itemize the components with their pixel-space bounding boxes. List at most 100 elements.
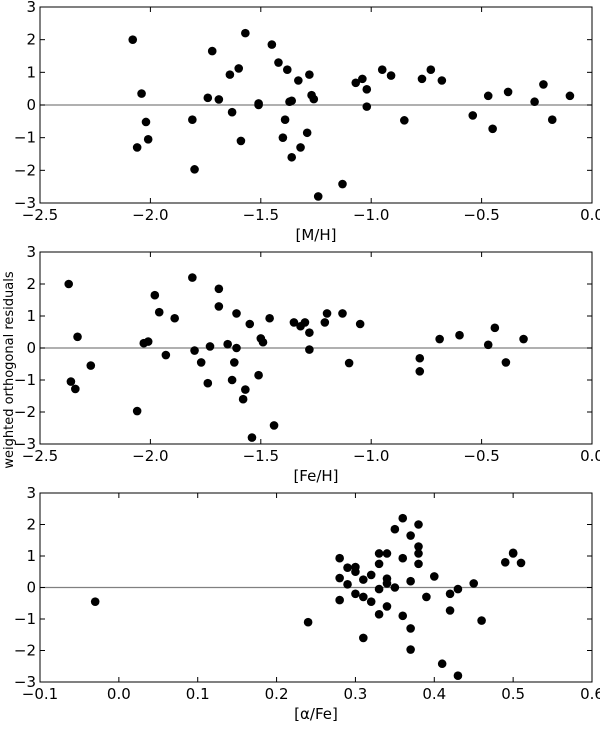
data-point [170, 313, 179, 323]
data-point [455, 330, 464, 340]
data-point [335, 553, 344, 563]
data-point [287, 152, 297, 162]
data-point [398, 611, 408, 621]
data-point [422, 592, 431, 602]
data-point [289, 318, 299, 327]
data-point [382, 549, 392, 558]
data-point [488, 124, 497, 134]
data-point [137, 89, 146, 98]
data-point [258, 337, 268, 347]
data-point [429, 572, 439, 581]
y-tick-label: −2 [14, 403, 36, 421]
data-point [282, 65, 292, 75]
data-point [335, 573, 344, 583]
data-point [445, 589, 455, 599]
x-tick-label: −1.0 [353, 447, 389, 465]
data-point [232, 343, 241, 353]
x-tick-label: 0.0 [107, 685, 131, 703]
data-point [519, 334, 528, 344]
data-point [188, 115, 197, 124]
y-tick-label: −3 [14, 435, 36, 453]
x-tick-label: 0.5 [501, 685, 525, 703]
data-point [359, 575, 368, 584]
data-point [500, 558, 510, 567]
data-point [303, 617, 313, 627]
y-tick-label: −1 [14, 129, 36, 147]
data-point [241, 28, 250, 38]
data-point [343, 580, 352, 589]
data-point [236, 136, 246, 146]
y-tick-label: 0 [26, 96, 36, 114]
panels-container: −2.5 −2.0 −1.5 −1.0 −0.5 0.0−3−2−10123[M/H]−2… [14, 0, 600, 723]
scatter-panel-3: −0.1 0.0 0.1 0.2 0.3 0.4 0.5 0.6 −3 −2 −1 0 1 2 3 [α/Fe… [14, 484, 600, 723]
data-point [223, 339, 232, 349]
x-tick-label: −2.0 [132, 206, 168, 224]
data-point [207, 46, 217, 56]
data-point [71, 384, 80, 394]
data-point [214, 95, 224, 104]
data-point [359, 592, 368, 602]
y-tick-label: 3 [26, 0, 36, 16]
data-point [362, 102, 372, 111]
data-point [406, 645, 415, 654]
data-point [382, 579, 392, 588]
data-point [414, 549, 423, 558]
data-point [530, 97, 539, 107]
data-point [477, 616, 486, 625]
data-point [508, 548, 518, 558]
data-point [287, 96, 297, 106]
data-point [539, 80, 548, 89]
data-point [203, 93, 213, 103]
data-point [366, 570, 376, 580]
data-point [437, 659, 447, 669]
data-point [90, 597, 100, 606]
data-point [196, 358, 206, 367]
data-point [366, 597, 376, 606]
x-tick-label: −0.5 [463, 447, 499, 465]
data-point [335, 595, 344, 605]
data-point [398, 553, 408, 563]
data-point [64, 279, 74, 289]
data-point [73, 332, 82, 342]
data-point [355, 319, 365, 329]
x-tick-label: 0.1 [186, 685, 210, 703]
data-point [247, 433, 257, 442]
data-point [234, 64, 244, 73]
y-tick-label: −1 [14, 610, 36, 628]
data-point [414, 542, 423, 551]
x-tick-label: 0.3 [343, 685, 367, 703]
data-point [296, 143, 305, 152]
data-point [344, 358, 354, 368]
data-point [143, 135, 153, 144]
data-point [503, 87, 513, 97]
data-point [445, 606, 455, 615]
data-point [143, 337, 153, 346]
y-axis-title: weighted orthogonal residuals [2, 271, 17, 468]
data-point [417, 74, 427, 84]
data-point [214, 302, 224, 311]
data-point [400, 116, 409, 125]
y-tick-label: 1 [26, 63, 36, 81]
data-point [547, 115, 557, 124]
data-point [362, 85, 372, 94]
plot-frame [39, 251, 593, 445]
x-tick-label: −0.5 [463, 206, 499, 224]
data-point [274, 58, 283, 67]
data-point [190, 346, 199, 355]
data-point [267, 40, 277, 49]
x-axis-title: [M/H] [296, 226, 337, 244]
data-point [468, 111, 478, 120]
data-point [483, 91, 493, 101]
data-point [322, 309, 332, 318]
y-tick-label: −2 [14, 642, 36, 660]
data-point [406, 576, 415, 586]
data-point [437, 76, 447, 85]
data-point [190, 165, 199, 174]
data-point [305, 70, 314, 79]
x-axis-title: [α/Fe] [294, 705, 338, 723]
data-point [516, 558, 526, 568]
data-point [269, 421, 279, 430]
y-tick-label: 3 [26, 484, 36, 502]
x-tick-label: −1.5 [243, 206, 279, 224]
data-point [238, 394, 248, 404]
